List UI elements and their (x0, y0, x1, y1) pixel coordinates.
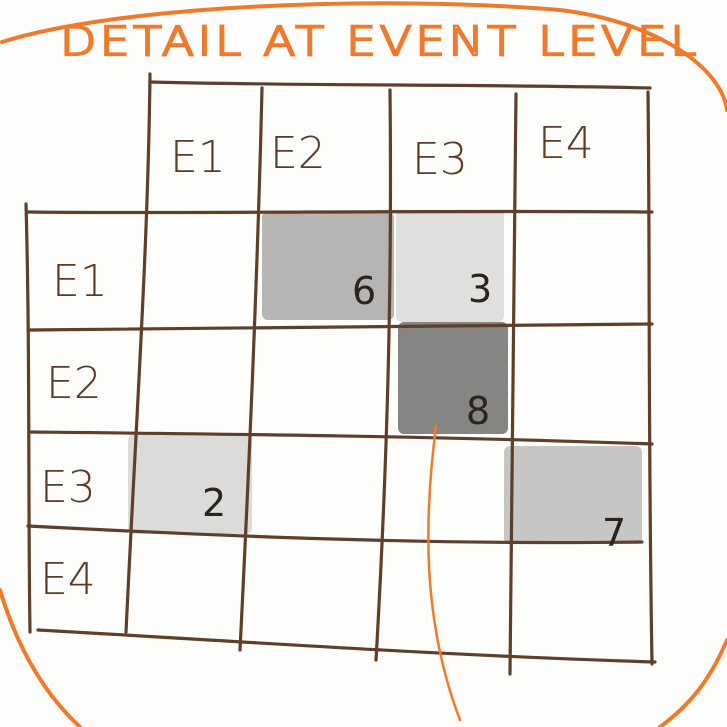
row-headers: E1 E2 E3 E4 (40, 256, 108, 605)
cell-shade-e1-e2 (262, 212, 394, 320)
grid-line-row-header-top (26, 209, 654, 215)
grid-line-top (148, 80, 652, 90)
orange-circle-outline (0, 1, 727, 112)
cell-value-e2-e3: 8 (466, 389, 490, 433)
row-header-e2: E2 (46, 358, 102, 409)
cell-shade-e3-e1 (128, 434, 252, 534)
grid-line-row-2 (28, 430, 654, 446)
column-header-e2: E2 (270, 128, 326, 179)
cell-value-e1-e3: 3 (468, 267, 492, 311)
cell-value-e3-e1: 2 (202, 481, 226, 525)
grid-line-col-right (646, 90, 654, 666)
orange-connector-line (427, 424, 462, 722)
row-header-e3: E3 (40, 462, 96, 513)
column-header-e4: E4 (538, 118, 594, 169)
matrix-grid (24, 72, 657, 676)
cell-shade-e2-e3 (398, 322, 508, 434)
row-header-e4: E4 (40, 554, 96, 605)
column-header-e1: E1 (170, 132, 226, 183)
grid-line-col-0 (124, 72, 152, 634)
orange-circle-outline-left (0, 588, 82, 727)
cell-values: 6 3 8 2 7 (202, 267, 626, 555)
shaded-cells (128, 210, 642, 544)
cell-shade-e3-e4 (504, 446, 642, 544)
column-header-e3: E3 (412, 134, 468, 185)
row-header-e1: E1 (52, 256, 108, 307)
column-headers: E1 E2 E3 E4 (170, 118, 594, 185)
orange-circle-outline-right (658, 638, 727, 727)
cell-shade-e1-e3 (396, 210, 504, 322)
grid-line-row-3 (26, 524, 644, 545)
grid-line-col-2 (374, 88, 393, 662)
grid-line-col-left (24, 202, 32, 634)
grid-line-row-1 (28, 322, 654, 332)
grid-line-col-1 (238, 86, 264, 652)
cell-value-e3-e4: 7 (602, 511, 626, 555)
cell-value-e1-e2: 6 (352, 269, 376, 313)
grid-line-col-3 (508, 92, 518, 676)
diagram-title: DETAIL AT EVENT LEVEL (60, 19, 700, 65)
grid-line-row-4 (36, 628, 657, 664)
